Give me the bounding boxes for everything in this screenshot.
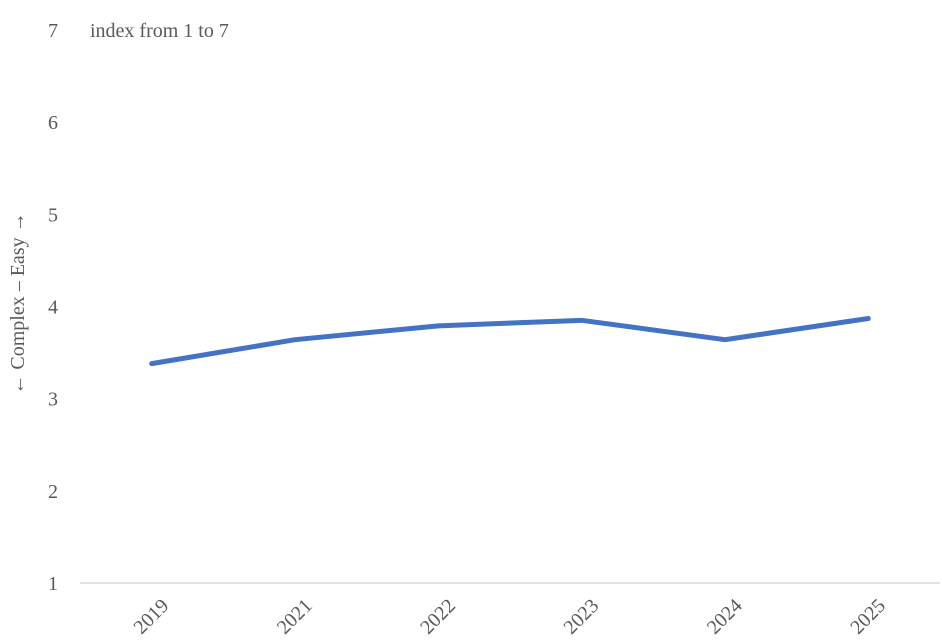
y-tick-label: 7 (48, 20, 58, 42)
y-axis-title: ← Complex – Easy → (7, 212, 29, 394)
x-tick-label: 2019 (130, 595, 174, 639)
x-tick-label: 2025 (846, 595, 890, 639)
y-tick-label: 6 (48, 112, 58, 134)
x-tick-label: 2022 (416, 595, 460, 639)
y-tick-label: 4 (48, 297, 58, 319)
series-line (149, 315, 871, 367)
x-axis-ticks: 2019 2021 2022 2023 2024 2025 (130, 595, 891, 639)
chart-annotation: index from 1 to 7 (90, 20, 229, 42)
series-group (149, 315, 871, 367)
x-tick-label: 2023 (560, 595, 604, 639)
x-tick-label: 2024 (703, 595, 747, 639)
y-axis-ticks: 1 2 3 4 5 6 7 (48, 20, 58, 595)
y-tick-label: 3 (48, 389, 58, 411)
y-tick-label: 1 (48, 573, 58, 595)
x-tick-label: 2021 (273, 595, 317, 639)
y-tick-label: 2 (48, 481, 58, 503)
y-tick-label: 5 (48, 204, 58, 226)
